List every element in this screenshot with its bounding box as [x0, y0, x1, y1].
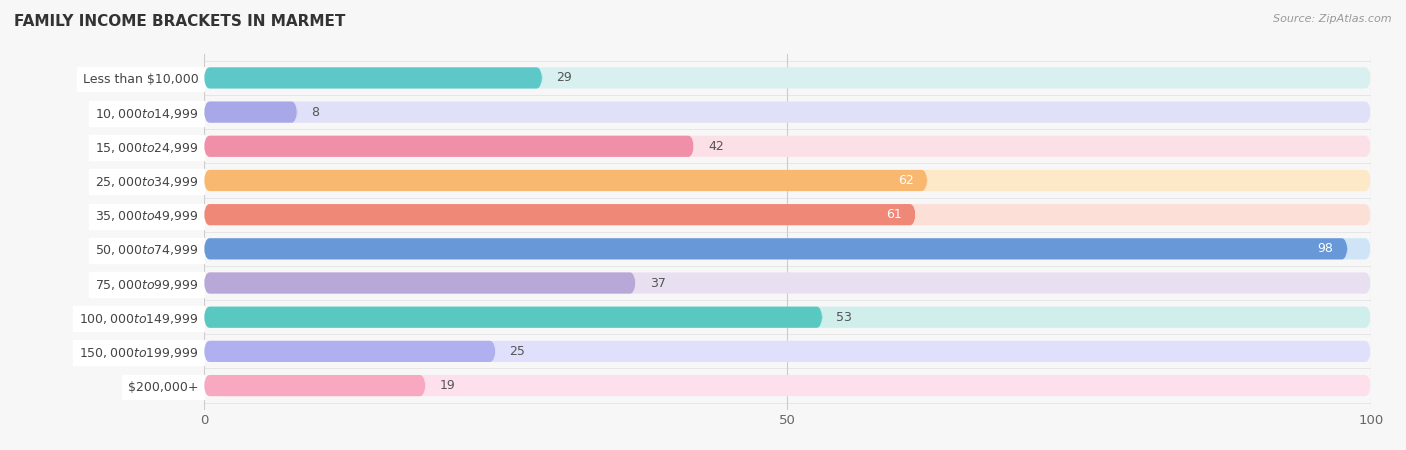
FancyBboxPatch shape — [204, 204, 1371, 225]
FancyBboxPatch shape — [204, 170, 928, 191]
Text: 42: 42 — [709, 140, 724, 153]
FancyBboxPatch shape — [204, 238, 1371, 260]
FancyBboxPatch shape — [204, 68, 1371, 89]
FancyBboxPatch shape — [204, 136, 1371, 157]
FancyBboxPatch shape — [204, 102, 297, 123]
Text: 8: 8 — [311, 106, 319, 119]
Text: 53: 53 — [837, 310, 852, 324]
Text: 61: 61 — [886, 208, 901, 221]
Text: FAMILY INCOME BRACKETS IN MARMET: FAMILY INCOME BRACKETS IN MARMET — [14, 14, 346, 28]
FancyBboxPatch shape — [204, 204, 915, 225]
Text: 29: 29 — [557, 72, 572, 85]
FancyBboxPatch shape — [204, 136, 695, 157]
FancyBboxPatch shape — [204, 306, 823, 328]
FancyBboxPatch shape — [204, 170, 1371, 191]
Text: Source: ZipAtlas.com: Source: ZipAtlas.com — [1274, 14, 1392, 23]
FancyBboxPatch shape — [204, 375, 426, 396]
FancyBboxPatch shape — [204, 375, 1371, 396]
FancyBboxPatch shape — [204, 272, 636, 293]
FancyBboxPatch shape — [204, 238, 1347, 260]
Text: 62: 62 — [897, 174, 914, 187]
Text: 98: 98 — [1317, 243, 1333, 255]
FancyBboxPatch shape — [204, 68, 543, 89]
Text: 19: 19 — [440, 379, 456, 392]
FancyBboxPatch shape — [204, 341, 1371, 362]
FancyBboxPatch shape — [204, 306, 1371, 328]
FancyBboxPatch shape — [204, 102, 1371, 123]
FancyBboxPatch shape — [204, 341, 496, 362]
FancyBboxPatch shape — [204, 272, 1371, 293]
Text: 25: 25 — [509, 345, 526, 358]
Text: 37: 37 — [650, 276, 665, 289]
